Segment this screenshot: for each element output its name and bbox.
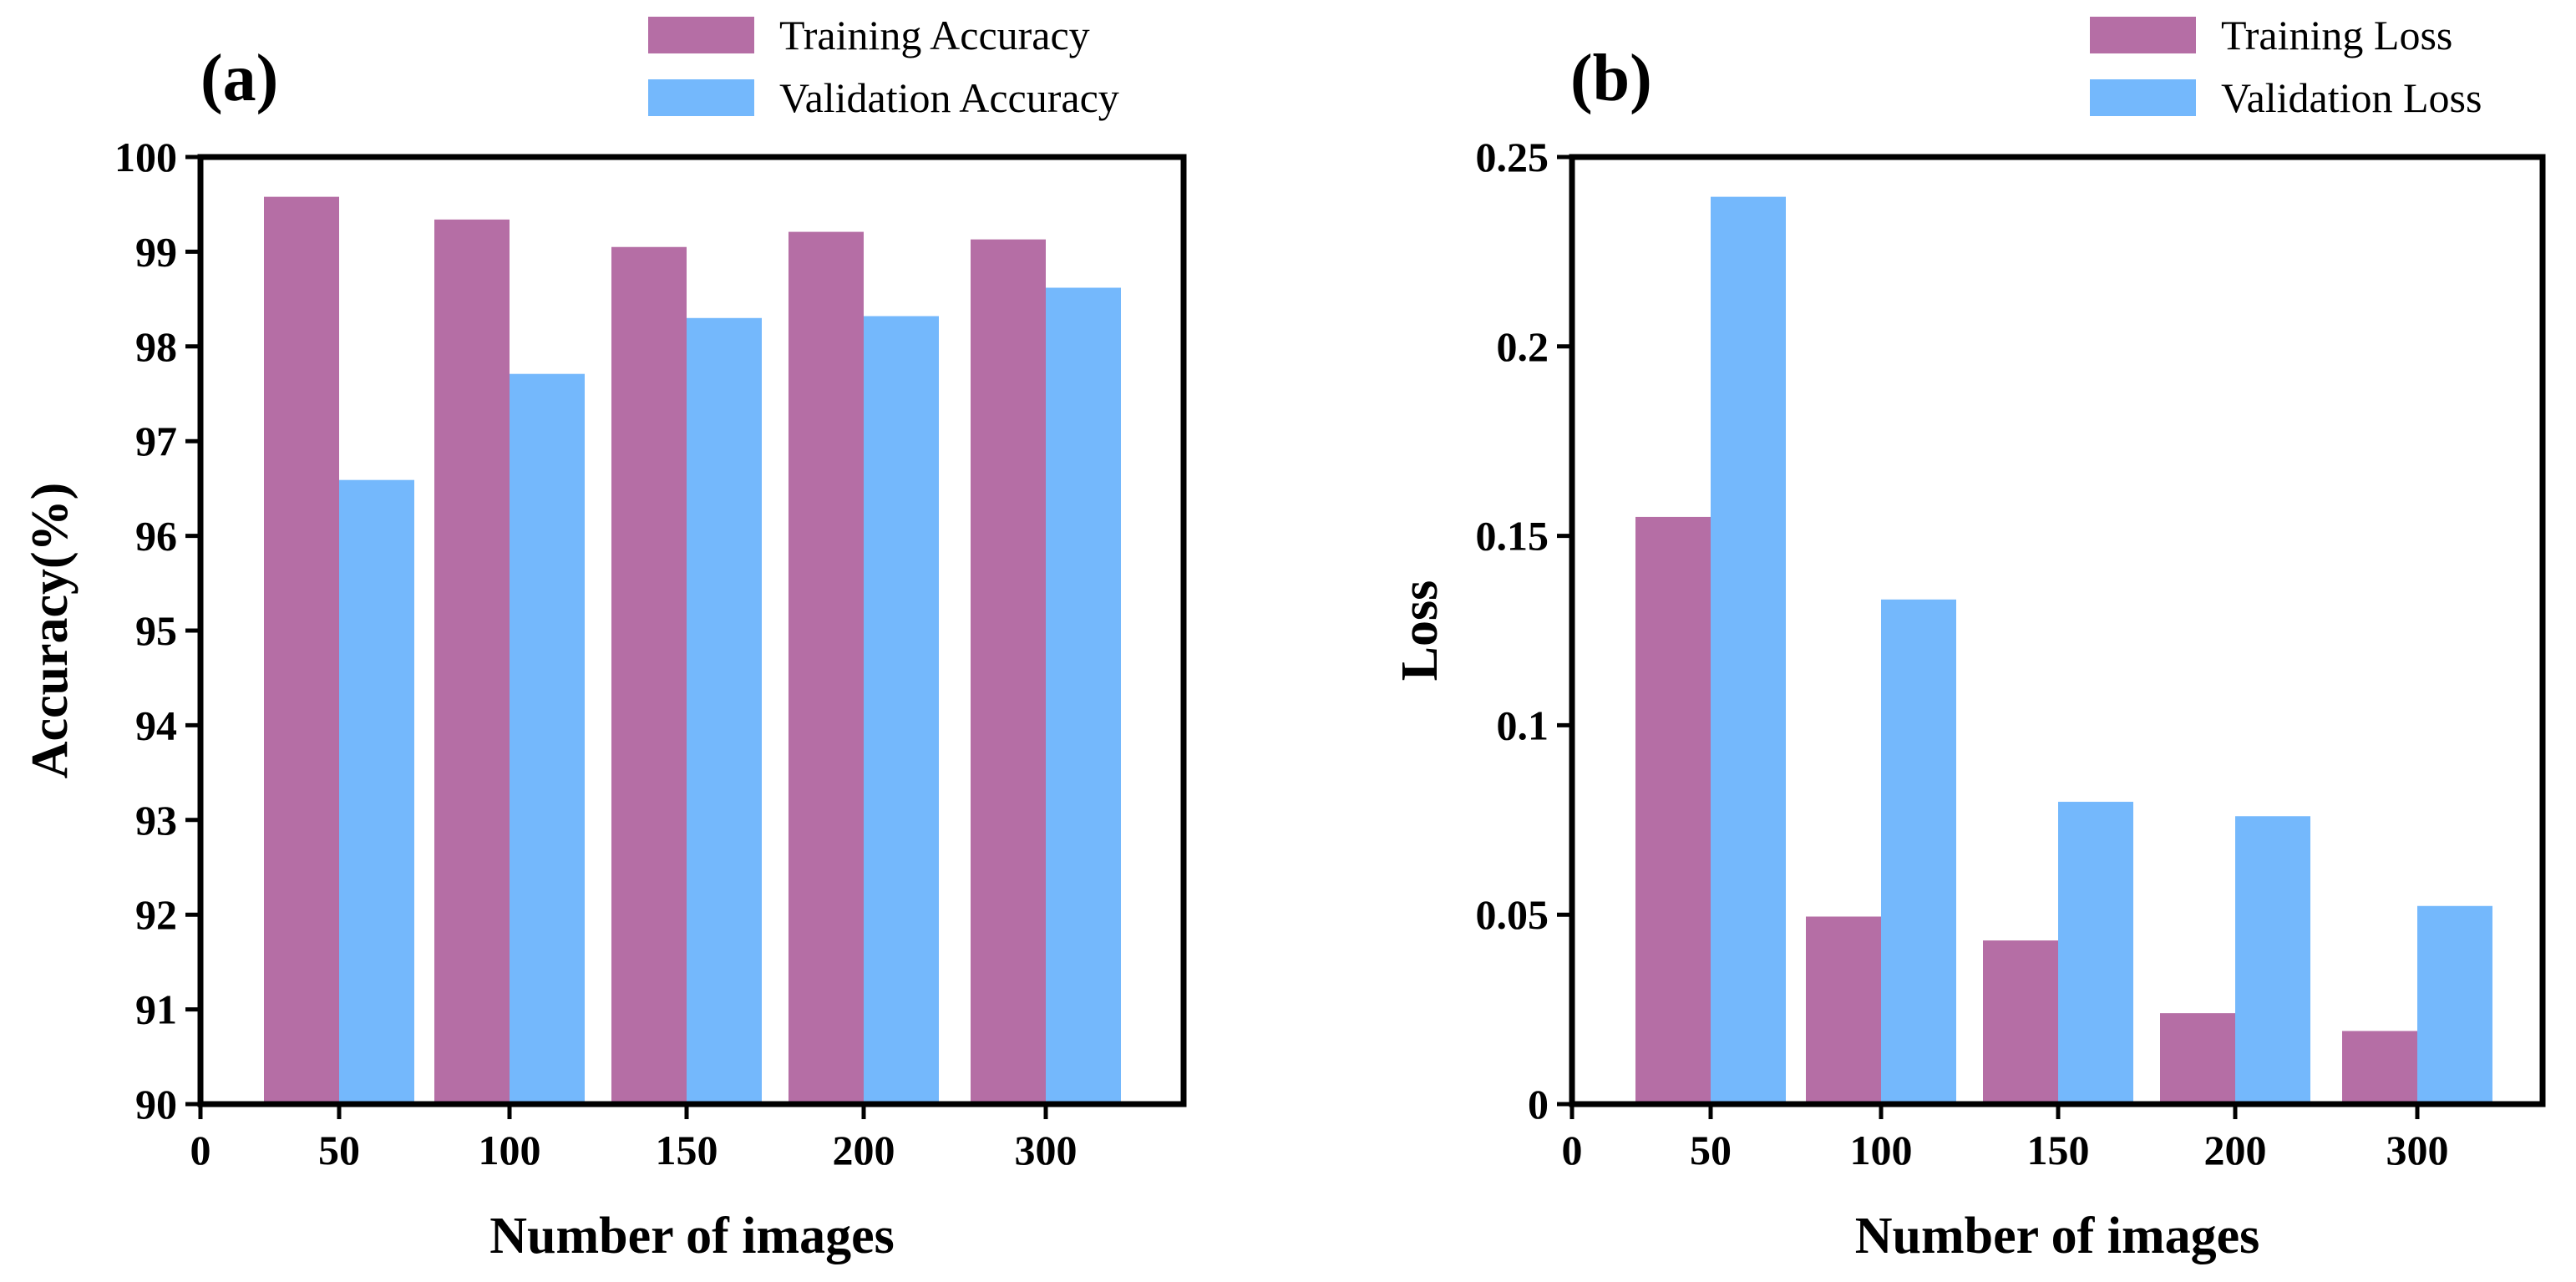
bar-validation-accuracy-300 [1046,287,1121,1104]
y-tick-label: 0.15 [1476,513,1549,560]
y-tick-label: 100 [114,134,177,180]
bar-training-loss-300 [2342,1031,2417,1104]
x-tick-label: 0 [190,1127,211,1173]
bar-training-accuracy-50 [264,196,339,1104]
bar-validation-accuracy-100 [510,373,585,1104]
legend-swatch-training-loss [2090,17,2196,53]
y-tick-label: 91 [135,986,177,1033]
x-tick-label: 150 [2027,1127,2090,1173]
bar-validation-loss-50 [1711,196,1786,1104]
y-tick-label: 93 [135,797,177,844]
bar-validation-accuracy-150 [687,317,762,1104]
bar-training-accuracy-200 [789,231,864,1105]
y-tick-label: 0.1 [1497,702,1549,748]
panel-label: (a) [200,42,278,115]
x-tick-label: 300 [2386,1127,2449,1173]
bar-validation-loss-300 [2417,905,2492,1104]
y-tick-label: 92 [135,891,177,938]
x-tick-label: 100 [1850,1127,1913,1173]
y-tick-label: 97 [135,418,177,464]
x-axis-title: Number of images [489,1208,894,1264]
legend-label: Validation Accuracy [779,74,1119,121]
bar-training-loss-150 [1983,940,2058,1104]
bar-validation-loss-200 [2235,816,2310,1104]
legend-swatch-training-accuracy [648,17,754,53]
bar-validation-loss-150 [2058,802,2133,1104]
y-axis-title: Loss [1392,580,1448,682]
legend-label: Training Accuracy [779,12,1090,58]
x-tick-label: 0 [1562,1127,1583,1173]
legend-label: Validation Loss [2221,74,2482,121]
chart-panel-a: (a) 90 91 92 93 94 95 96 97 98 99 100 0 50 100 150 200 30… [22,12,1187,1264]
bar-validation-accuracy-200 [864,316,939,1105]
legend-swatch-validation-accuracy [648,79,754,116]
chart-panel-b: (b) 0 0.05 0.1 0.15 0.2 0.25 0 50 100 150 200 300 Num… [1392,12,2546,1264]
x-tick-label: 300 [1015,1127,1078,1173]
x-tick-label: 50 [1690,1127,1732,1173]
y-tick-label: 96 [135,513,177,560]
y-axis-title: Accuracy(%) [22,483,79,779]
x-tick-label: 200 [2204,1127,2267,1173]
y-tick-label: 0.2 [1497,323,1549,370]
bar-training-accuracy-100 [434,219,510,1104]
y-tick-label: 95 [135,607,177,654]
y-tick-label: 0.25 [1476,134,1549,180]
x-tick-label: 100 [479,1127,541,1173]
bar-training-loss-100 [1806,916,1881,1104]
x-tick-label: 200 [833,1127,895,1173]
y-tick-label: 0.05 [1476,891,1549,938]
bar-validation-accuracy-50 [339,479,414,1104]
y-tick-label: 94 [135,702,177,748]
bar-validation-loss-100 [1881,599,1956,1104]
bar-training-loss-50 [1635,516,1711,1104]
bar-training-loss-200 [2160,1013,2235,1104]
y-tick-label: 0 [1528,1081,1549,1127]
legend-label: Training Loss [2221,12,2452,58]
bar-training-accuracy-300 [971,239,1046,1105]
y-tick-label: 99 [135,228,177,275]
legend-swatch-validation-loss [2090,79,2196,116]
panel-label: (b) [1570,42,1652,115]
y-tick-label: 98 [135,323,177,370]
bar-training-accuracy-150 [611,246,687,1105]
x-tick-label: 50 [318,1127,360,1173]
y-tick-label: 90 [135,1081,177,1127]
x-tick-label: 150 [656,1127,718,1173]
x-axis-title: Number of images [1855,1208,2259,1264]
